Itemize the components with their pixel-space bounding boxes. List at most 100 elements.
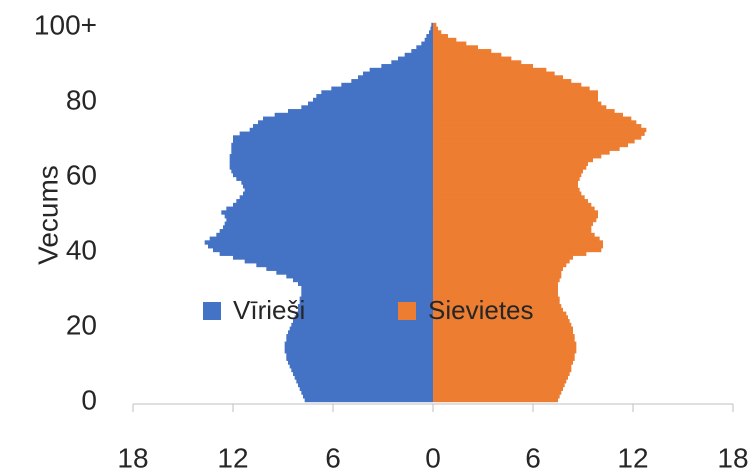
bar [286, 334, 433, 339]
bar [239, 131, 433, 136]
bar [293, 371, 433, 376]
bar [433, 307, 563, 313]
bar [301, 292, 433, 298]
bar [223, 225, 433, 230]
bar [204, 240, 433, 245]
bar [404, 52, 433, 58]
bar [289, 326, 433, 331]
bar [433, 296, 560, 301]
bar [321, 90, 433, 95]
bar [433, 255, 573, 260]
bar [431, 22, 433, 28]
bar [433, 64, 533, 69]
bar [241, 180, 433, 185]
bar [213, 247, 433, 253]
bar [433, 259, 570, 264]
bar [433, 247, 602, 253]
bar [433, 150, 610, 155]
bar [291, 322, 433, 328]
bar [433, 394, 560, 399]
bar [221, 210, 433, 215]
bar [301, 105, 433, 110]
bar [233, 202, 433, 208]
bar [433, 82, 582, 88]
bar [433, 217, 597, 223]
bar [231, 169, 433, 174]
bar [284, 349, 433, 354]
bar [286, 356, 433, 361]
bar [286, 337, 433, 343]
bar [433, 154, 602, 159]
bar [331, 86, 433, 91]
bar [219, 251, 433, 256]
bar [433, 251, 587, 256]
bar [266, 266, 433, 271]
bar [433, 277, 560, 283]
bar [284, 341, 433, 346]
bar [433, 97, 598, 103]
bar [421, 41, 433, 46]
bar [263, 116, 433, 121]
bar [433, 240, 603, 245]
bar [296, 311, 433, 316]
bar [433, 22, 437, 28]
bar [433, 131, 645, 136]
bar [243, 191, 433, 196]
bar [424, 37, 433, 43]
bar [249, 127, 433, 133]
bar [298, 307, 433, 313]
bar [416, 45, 433, 50]
bar [433, 135, 642, 140]
bar [433, 315, 568, 320]
bar [433, 281, 558, 286]
bar [301, 285, 433, 290]
bar [301, 390, 433, 395]
bar [303, 394, 433, 399]
bar [433, 371, 570, 376]
bar [433, 109, 615, 114]
bar [426, 34, 433, 39]
bar [433, 105, 607, 110]
bar [229, 154, 433, 159]
bar [433, 386, 563, 391]
bar [433, 86, 590, 91]
bar [226, 206, 433, 211]
bar [433, 56, 512, 61]
bar [298, 304, 433, 309]
bar [433, 146, 620, 151]
bar [433, 191, 582, 196]
bar [299, 386, 433, 391]
bar [391, 60, 433, 65]
bar [433, 326, 573, 331]
bar [233, 172, 433, 178]
bar [433, 367, 572, 373]
bar [433, 195, 585, 200]
x-tick-label: 12 [617, 442, 648, 473]
bar [288, 360, 433, 365]
x-tick-label: 6 [525, 442, 541, 473]
bar [274, 112, 433, 118]
x-tick-label: 18 [717, 442, 748, 473]
bar [224, 221, 433, 226]
bar [358, 75, 433, 80]
bar [433, 52, 502, 58]
bar [253, 124, 433, 129]
bar [298, 281, 433, 286]
bar [239, 195, 433, 200]
x-tick-label: 18 [117, 442, 148, 473]
bar [433, 45, 478, 50]
bar [216, 232, 433, 238]
bar [316, 94, 433, 99]
bar [433, 270, 562, 275]
bar [231, 142, 433, 148]
bar [433, 232, 595, 238]
bar [229, 165, 433, 170]
bar [243, 184, 433, 189]
bar [363, 71, 433, 76]
legend-swatch [203, 302, 221, 320]
bar [433, 285, 558, 290]
y-tick-label: 100+ [34, 9, 97, 40]
bar [433, 142, 628, 148]
bar [219, 229, 433, 234]
bar [433, 34, 448, 39]
